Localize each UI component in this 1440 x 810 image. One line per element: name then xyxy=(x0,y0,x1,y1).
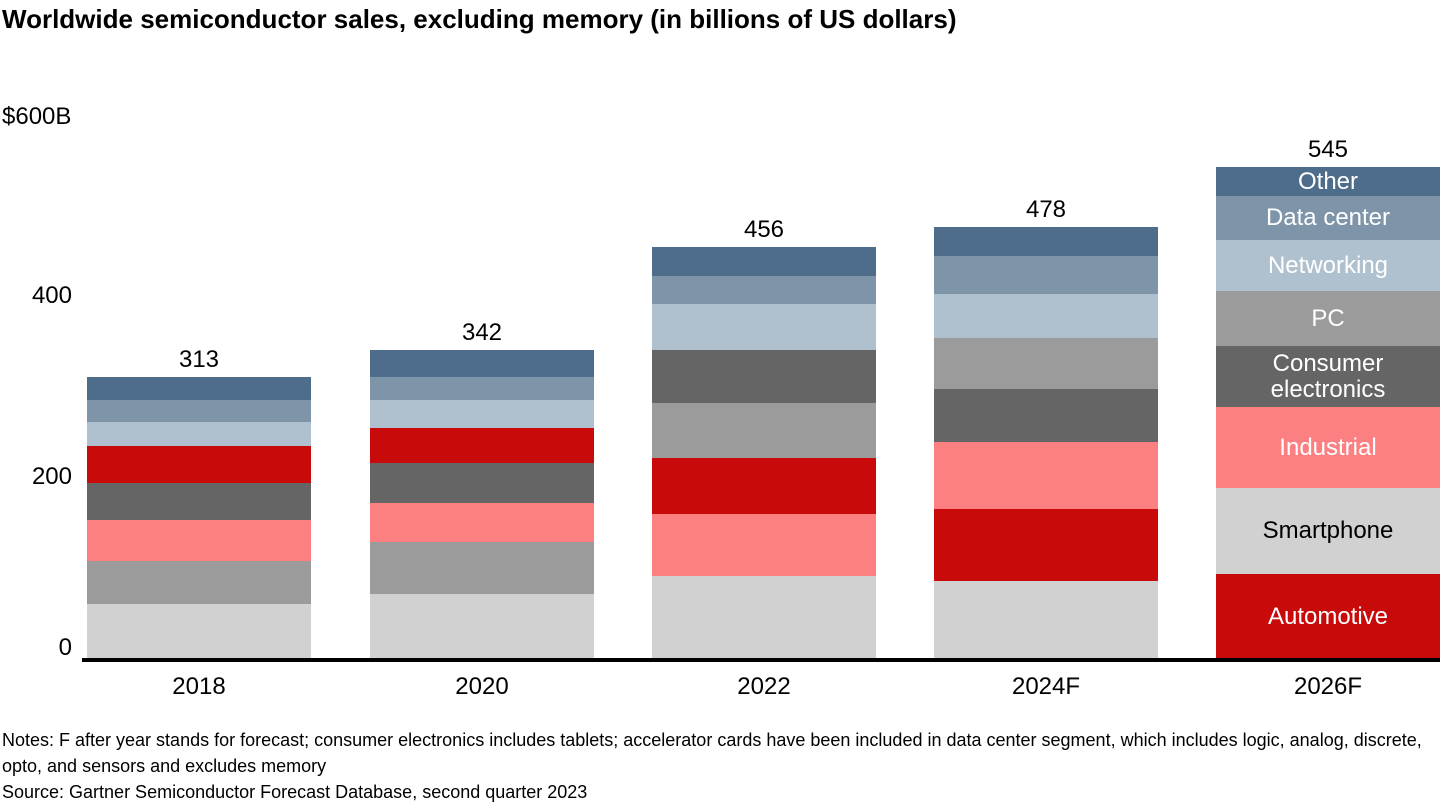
segment-label: Industrial xyxy=(1279,433,1377,461)
bar-segment-automotive: Automotive xyxy=(1216,574,1440,660)
bar-segment-smartphone: Smartphone xyxy=(1216,488,1440,574)
footer: Notes: F after year stands for forecast;… xyxy=(2,727,1438,805)
bar-segment-data-center xyxy=(370,377,594,400)
bar-segment-networking xyxy=(370,400,594,428)
bar-segment-smartphone xyxy=(652,576,876,660)
bar-segment-smartphone xyxy=(370,594,594,660)
x-axis-label-2024F: 2024F xyxy=(1011,673,1081,700)
bar-segment-automotive xyxy=(652,458,876,514)
bar-segment-other xyxy=(934,227,1158,256)
x-axis-label-2022: 2022 xyxy=(737,673,791,700)
bar-segment-consumer-electronics xyxy=(934,389,1158,442)
bar-total-label: 456 xyxy=(743,216,785,243)
bar-segment-automotive xyxy=(934,509,1158,581)
bar-total-label: 313 xyxy=(178,346,220,373)
bar-segment-data-center xyxy=(652,276,876,304)
bar-segment-consumer-electronics: Consumer electronics xyxy=(1216,346,1440,407)
y-axis-tick-0: 0 xyxy=(58,634,72,661)
segment-label: PC xyxy=(1311,304,1345,332)
segment-label: Data center xyxy=(1265,204,1391,231)
bar-segment-smartphone xyxy=(934,581,1158,660)
bar-segment-pc xyxy=(652,403,876,458)
segment-label: Consumer electronics xyxy=(1270,349,1386,403)
bar-segment-other xyxy=(87,377,311,400)
bar-segment-automotive xyxy=(370,428,594,463)
chart-title: Worldwide semiconductor sales, excluding… xyxy=(2,4,957,34)
bar-segment-pc xyxy=(87,561,311,604)
bar-segment-industrial: Industrial xyxy=(1216,407,1440,488)
bar-segment-networking: Networking xyxy=(1216,240,1440,291)
bar-segment-other xyxy=(370,350,594,377)
bar-segment-networking xyxy=(652,304,876,350)
x-axis-label-2020: 2020 xyxy=(455,673,509,700)
bar-segment-networking xyxy=(934,294,1158,338)
bar-segment-automotive xyxy=(87,446,311,483)
source-text: Source: Gartner Semiconductor Forecast D… xyxy=(2,782,588,802)
bar-segment-data-center xyxy=(87,400,311,422)
bar-segment-pc: PC xyxy=(1216,291,1440,346)
y-axis-tick-200: 200 xyxy=(31,463,72,490)
bar-segment-industrial xyxy=(934,442,1158,509)
bar-segment-data-center xyxy=(934,256,1158,294)
notes-text: Notes: F after year stands for forecast;… xyxy=(2,730,1422,776)
bar-segment-consumer-electronics xyxy=(370,463,594,503)
bar-segment-pc xyxy=(370,542,594,594)
bar-segment-pc xyxy=(934,338,1158,389)
segment-label: Automotive xyxy=(1267,603,1389,630)
bar-segment-industrial xyxy=(370,503,594,542)
bar-segment-networking xyxy=(87,422,311,446)
x-axis-label-2026F: 2026F xyxy=(1293,673,1363,700)
bar-segment-other: Other xyxy=(1216,167,1440,196)
bar-total-label: 342 xyxy=(461,319,503,346)
bar-total-label: 545 xyxy=(1307,136,1349,163)
bar-total-label: 478 xyxy=(1025,196,1067,223)
y-axis-tick-400: 400 xyxy=(31,282,72,309)
bar-segment-industrial xyxy=(87,520,311,561)
bar-segment-consumer-electronics xyxy=(87,483,311,520)
y-axis-max-label: $600B xyxy=(2,103,72,130)
segment-label: Smartphone xyxy=(1262,517,1394,544)
segment-label: Other xyxy=(1297,167,1359,195)
bar-segment-smartphone xyxy=(87,604,311,660)
bar-segment-industrial xyxy=(652,514,876,576)
bar-segment-consumer-electronics xyxy=(652,350,876,403)
x-axis-label-2018: 2018 xyxy=(172,673,226,700)
bar-segment-data-center: Data center xyxy=(1216,196,1440,240)
segment-label: Networking xyxy=(1267,251,1389,279)
bar-segment-other xyxy=(652,247,876,276)
x-axis-line xyxy=(82,658,1440,662)
